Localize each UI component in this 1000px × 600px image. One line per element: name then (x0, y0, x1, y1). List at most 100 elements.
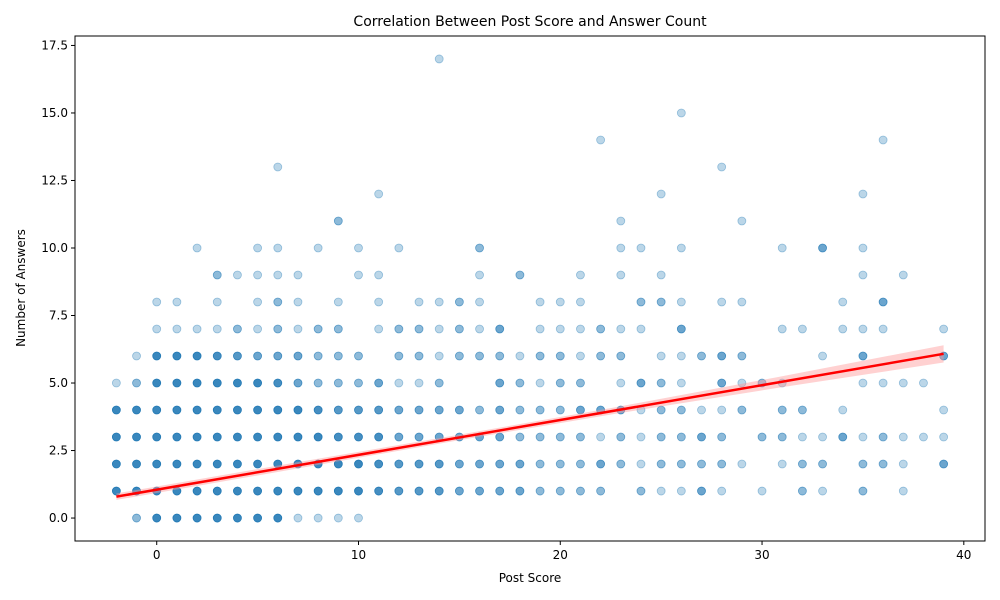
scatter-point (697, 351, 706, 361)
scatter-point (212, 432, 222, 442)
scatter-point (576, 351, 585, 361)
scatter-point (374, 297, 384, 307)
scatter-point (576, 324, 585, 334)
scatter-point (818, 243, 827, 253)
scatter-point (454, 459, 464, 469)
scatter-point (172, 513, 182, 523)
scatter-point (192, 405, 202, 415)
y-tick-label: 17.5 (41, 38, 68, 52)
scatter-point (192, 378, 202, 388)
scatter-point (394, 405, 404, 415)
scatter-point (676, 351, 686, 361)
plot-area (111, 54, 949, 523)
scatter-point (152, 432, 162, 442)
x-tick-label: 30 (754, 548, 769, 562)
scatter-point (273, 351, 283, 361)
scatter-point (414, 459, 424, 469)
scatter-point (172, 378, 182, 388)
scatter-point (676, 459, 686, 469)
scatter-point (313, 513, 323, 523)
y-tick-label: 15.0 (41, 106, 68, 120)
scatter-point (777, 459, 787, 469)
scatter-point (757, 486, 767, 496)
scatter-point (414, 324, 424, 334)
scatter-point (354, 459, 363, 469)
scatter-point (596, 135, 606, 145)
scatter-point (313, 243, 323, 253)
scatter-point (212, 297, 222, 307)
scatter-point (596, 432, 606, 442)
scatter-point (515, 432, 525, 442)
scatter-point (858, 378, 868, 388)
scatter-point (898, 486, 908, 496)
scatter-point (495, 486, 505, 496)
scatter-point (374, 270, 384, 280)
scatter-point (233, 378, 242, 388)
scatter-point (233, 324, 242, 334)
scatter-point (495, 432, 505, 442)
scatter-point (212, 324, 222, 334)
scatter-point (354, 351, 363, 361)
scatter-point (414, 432, 424, 442)
scatter-point (253, 324, 263, 334)
scatter-point (535, 486, 545, 496)
scatter-point (132, 513, 141, 523)
scatter-point (515, 351, 525, 361)
scatter-point (253, 405, 263, 415)
scatter-point (172, 297, 182, 307)
scatter-point (555, 324, 565, 334)
scatter-point (495, 324, 505, 334)
scatter-point (576, 486, 585, 496)
chart-title: Correlation Between Post Score and Answe… (353, 14, 707, 30)
scatter-point (535, 378, 545, 388)
scatter-point (737, 216, 747, 226)
scatter-point (939, 432, 949, 442)
scatter-point (333, 378, 343, 388)
scatter-point (515, 405, 525, 415)
scatter-point (656, 486, 666, 496)
scatter-point (333, 324, 343, 334)
scatter-point (596, 351, 606, 361)
scatter-point (354, 378, 363, 388)
scatter-point (414, 405, 424, 415)
scatter-point (233, 405, 242, 415)
scatter-point (293, 351, 303, 361)
scatter-point (434, 324, 444, 334)
scatter-point (333, 513, 343, 523)
scatter-point (273, 432, 283, 442)
scatter-point (273, 486, 283, 496)
scatter-point (878, 135, 888, 145)
scatter-point (111, 432, 121, 442)
scatter-point (293, 432, 303, 442)
scatter-point (313, 486, 323, 496)
scatter-point (454, 297, 464, 307)
scatter-point (757, 432, 767, 442)
scatter-point (676, 378, 686, 388)
scatter-point (111, 405, 121, 415)
scatter-point (253, 459, 263, 469)
scatter-point (777, 324, 787, 334)
scatter-point (737, 351, 747, 361)
x-tick-label: 20 (553, 548, 568, 562)
scatter-point (374, 432, 384, 442)
scatter-point (797, 405, 807, 415)
scatter-point (495, 378, 505, 388)
scatter-point (132, 432, 141, 442)
scatter-point (818, 351, 827, 361)
scatter-point (576, 432, 585, 442)
scatter-point (676, 486, 686, 496)
scatter-point (253, 351, 263, 361)
scatter-point (919, 432, 928, 442)
scatter-point (535, 405, 545, 415)
scatter-point (898, 378, 908, 388)
scatter-point (192, 513, 202, 523)
scatter-point (616, 459, 626, 469)
scatter-point (434, 351, 444, 361)
scatter-point (576, 459, 585, 469)
scatter-point (596, 486, 606, 496)
scatter-point (192, 324, 202, 334)
scatter-point (394, 459, 404, 469)
scatter-point (555, 459, 565, 469)
scatter-point (253, 297, 263, 307)
scatter-point (676, 297, 686, 307)
